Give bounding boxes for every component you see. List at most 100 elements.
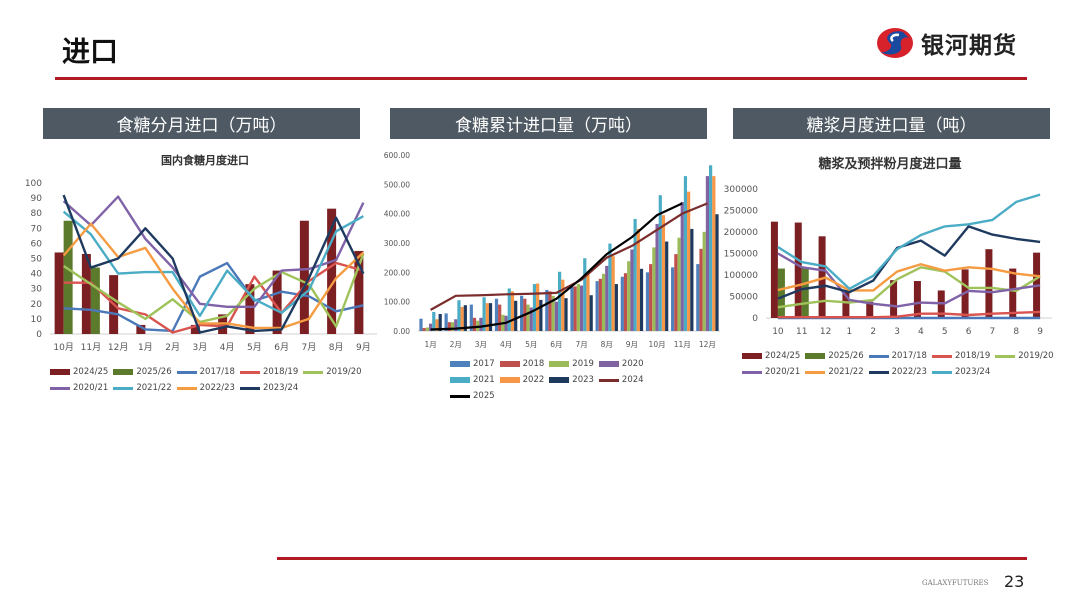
chart2-bar-2021 xyxy=(432,311,436,331)
legend-label: 2021/22 xyxy=(828,367,864,377)
legend-label: 2022/23 xyxy=(891,367,927,377)
legend-item: 2024/25 xyxy=(742,351,800,361)
chart1-y-tick-label: 90 xyxy=(31,194,43,204)
chart1-x-tick-label: 7月 xyxy=(302,342,317,353)
chart1-bar-2025-26 xyxy=(90,267,100,334)
chart2-bar-2022 xyxy=(636,228,640,331)
legend-item: 2022/23 xyxy=(868,367,927,377)
legend-item: 2023/24 xyxy=(931,367,990,377)
chart2-bar-2020 xyxy=(454,319,458,331)
legend-swatch xyxy=(50,386,70,390)
header-divider xyxy=(55,77,1027,80)
footer-divider xyxy=(277,557,1027,560)
chart1-bar-2024-25 xyxy=(245,284,255,334)
chart2-bar-2019 xyxy=(652,247,656,331)
chart2-bar-2017 xyxy=(419,318,423,331)
chart1-bar-2024-25 xyxy=(54,252,64,334)
chart1-bar-2024-25 xyxy=(272,270,282,334)
chart1-x-tick-label: 10月 xyxy=(53,342,73,353)
chart2-line-2025 xyxy=(430,202,683,331)
chart1-bar-2024-25 xyxy=(299,220,309,334)
section-header-syrup-imports: 糖浆月度进口量（吨） xyxy=(733,108,1050,139)
chart2-bar-2022 xyxy=(435,319,439,331)
chart2-bar-2020 xyxy=(529,307,533,331)
chart3-bar-2024-25 xyxy=(913,281,921,318)
chart3-line-2022-23 xyxy=(777,225,1041,300)
legend-item: 2020/21 xyxy=(742,367,800,377)
chart2-x-tick-label: 1月 xyxy=(424,340,436,349)
chart2-bar-2018 xyxy=(674,254,678,331)
chart2-x-tick-label: 11月 xyxy=(674,340,691,349)
chart3-x-tick-label: 7 xyxy=(990,327,996,337)
chart2-bar-2019 xyxy=(551,295,555,331)
chart2-x-tick-label: 3月 xyxy=(475,340,487,349)
legend-swatch xyxy=(868,370,889,374)
chart2-bar-2018 xyxy=(649,264,653,331)
chart2-bar-2017 xyxy=(494,298,499,331)
chart2-bar-2021 xyxy=(558,271,562,331)
legend-label: 2023/24 xyxy=(262,383,299,393)
chart2-x-tick-label: 10月 xyxy=(649,340,666,349)
legend-swatch xyxy=(50,369,70,375)
chart1-y-tick-label: 80 xyxy=(31,209,43,219)
chart3-bar-2024-25 xyxy=(842,291,850,318)
chart2-bar-2020 xyxy=(554,301,559,331)
legend-label: 2025/26 xyxy=(828,351,864,361)
chart3-x-tick-label: 4 xyxy=(918,327,924,337)
chart2-bar-2022 xyxy=(687,191,691,331)
legend-item: 2019/20 xyxy=(303,367,362,377)
legend-swatch xyxy=(931,354,952,358)
chart2-bar-2022 xyxy=(510,291,515,331)
chart2-y-tick-label: 300.00 xyxy=(384,239,410,248)
chart2-y-tick-label: 100.00 xyxy=(384,298,410,307)
chart2-bar-2020 xyxy=(630,249,634,331)
legend-swatch xyxy=(176,386,197,390)
chart1-bar-2025-26 xyxy=(63,220,73,334)
chart2-bar-2021 xyxy=(633,218,637,331)
legend-label: 2020/21 xyxy=(765,367,801,377)
legend-item: 2017/18 xyxy=(868,351,927,361)
chart3-bar-2024-25 xyxy=(866,301,874,318)
chart1-x-tick-label: 6月 xyxy=(274,342,289,353)
legend-item: 2021/22 xyxy=(805,367,864,377)
legend-swatch xyxy=(549,361,570,367)
chart2-x-tick-label: 9月 xyxy=(626,340,638,349)
chart2-y-tick-label: 600.00 xyxy=(384,151,410,160)
chart2-bar-2019 xyxy=(450,322,455,331)
chart2-bar-2021 xyxy=(507,288,511,331)
legend-item: 2023/24 xyxy=(239,383,299,393)
legend-item: 2020/21 xyxy=(50,383,108,393)
legend-item: 2017/18 xyxy=(176,367,235,377)
chart3-x-tick-label: 11 xyxy=(796,327,807,337)
chart2-bar-2019 xyxy=(677,237,681,331)
chart2-x-tick-label: 7月 xyxy=(575,340,587,349)
legend-label: 2022 xyxy=(522,375,545,385)
chart2-bar-2020 xyxy=(655,223,659,331)
legend-item: 2022/23 xyxy=(176,383,235,393)
chart3-bar-2025-26 xyxy=(777,268,785,318)
chart3-x-tick-label: 1 xyxy=(847,327,853,337)
chart1-y-tick-label: 0 xyxy=(36,330,42,340)
legend-item: 2024/25 xyxy=(50,367,108,377)
legend-item: 2017 xyxy=(450,359,495,369)
legend-label: 2017/18 xyxy=(891,351,927,361)
chart3-line-2023-24 xyxy=(777,193,1041,290)
chart2-bar-2020 xyxy=(705,176,710,331)
chart2-bar-2017 xyxy=(620,276,624,331)
chart2-bar-2021 xyxy=(608,243,612,331)
legend-label: 2021 xyxy=(473,375,495,385)
chart2-bar-2019 xyxy=(576,284,580,331)
chart2-bar-2023 xyxy=(514,300,518,331)
chart2-bar-2022 xyxy=(586,272,590,331)
chart2-bar-2023 xyxy=(539,299,543,331)
legend-label: 2017/18 xyxy=(199,367,235,377)
legend-swatch xyxy=(598,361,619,367)
legend-swatch xyxy=(742,353,762,359)
chart2-bar-2023 xyxy=(438,313,442,331)
legend-swatch xyxy=(931,370,952,374)
legend-label: 2019 xyxy=(572,359,594,369)
chart2-bar-2017 xyxy=(696,264,700,331)
chart1-x-tick-label: 12月 xyxy=(108,342,128,353)
chart3-bar-2025-26 xyxy=(801,267,809,318)
